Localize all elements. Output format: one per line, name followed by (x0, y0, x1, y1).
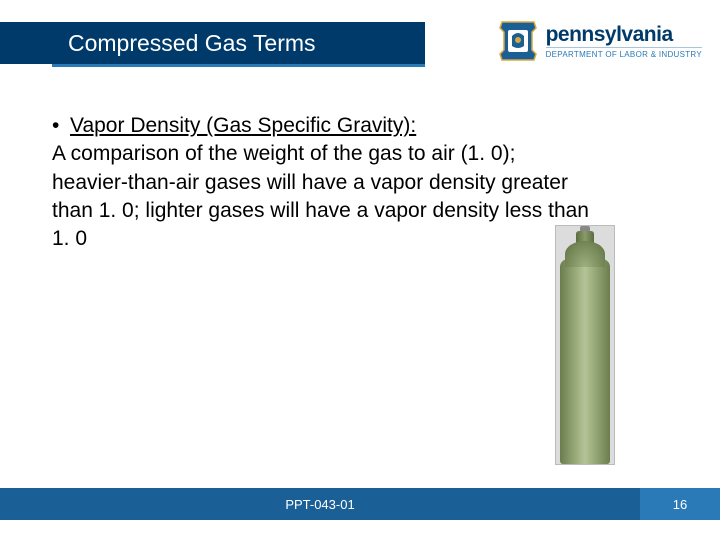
body-content: • Vapor Density (Gas Specific Gravity): … (52, 112, 592, 254)
page-number: 16 (673, 497, 687, 512)
slide-title: Compressed Gas Terms (68, 30, 316, 57)
logo-state-name: pennsylvania (546, 23, 702, 47)
cylinder-body (560, 259, 610, 464)
term-definition: A comparison of the weight of the gas to… (52, 140, 592, 253)
cylinder-shoulder (565, 241, 605, 267)
gas-cylinder-image (555, 225, 615, 465)
logo-text: pennsylvania DEPARTMENT OF LABOR & INDUS… (546, 23, 702, 59)
keystone-shield-icon (498, 20, 538, 62)
term-title: Vapor Density (Gas Specific Gravity): (70, 112, 416, 140)
page-number-box: 16 (640, 488, 720, 520)
document-id: PPT-043-01 (285, 497, 354, 512)
title-bar: Compressed Gas Terms (0, 22, 425, 64)
logo-department: DEPARTMENT OF LABOR & INDUSTRY (546, 47, 702, 59)
pa-logo: pennsylvania DEPARTMENT OF LABOR & INDUS… (498, 20, 702, 62)
bullet-icon: • (52, 112, 70, 140)
footer-bar: PPT-043-01 (0, 488, 640, 520)
title-underline (52, 64, 425, 67)
